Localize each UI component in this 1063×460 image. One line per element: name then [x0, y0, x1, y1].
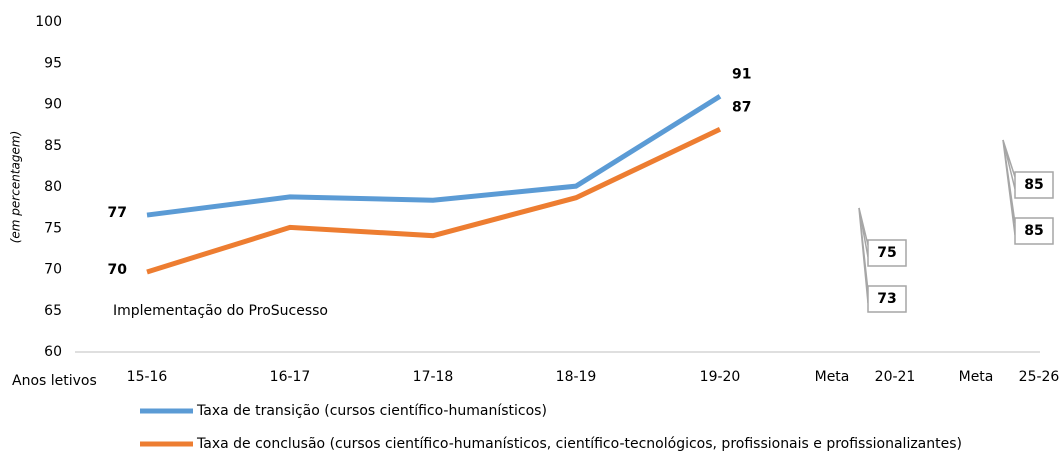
target-value: 73: [877, 291, 896, 307]
y-tick-label: 65: [44, 303, 62, 319]
value-label: 70: [108, 262, 128, 278]
y-tick-label: 75: [44, 220, 62, 236]
value-label: 87: [732, 99, 751, 115]
legend-label: Taxa de conclusão (cursos científico-hum…: [196, 436, 962, 452]
x-tick-label: 20-21: [875, 369, 916, 385]
x-tick-label: 18-19: [556, 369, 597, 385]
y-tick-label: 60: [44, 344, 62, 360]
target-box: [867, 239, 907, 267]
target-value: 85: [1024, 177, 1043, 193]
x-tick-label: 25-26: [1019, 369, 1060, 385]
target-label: Meta: [959, 369, 994, 385]
callout-pointer: [858, 207, 869, 304]
target-box: [867, 285, 907, 313]
x-tick-label: 19-20: [700, 369, 741, 385]
target-box: [1014, 217, 1054, 245]
value-label: 77: [108, 205, 127, 221]
y-tick-label: 85: [44, 138, 62, 154]
x-axis-label: Anos letivos: [12, 373, 97, 389]
series-line: [146, 94, 722, 218]
x-tick-label: 17-18: [413, 369, 454, 385]
callout-pointer: [1002, 139, 1016, 236]
legend-label: Taxa de transição (cursos científico-hum…: [196, 403, 547, 419]
y-axis-label: (em percentagem): [9, 131, 23, 244]
series-line: [146, 126, 722, 275]
value-label: 91: [732, 66, 751, 82]
target-label: Meta: [815, 369, 850, 385]
annotation: Implementação do ProSucesso: [113, 303, 328, 319]
x-tick-label: 15-16: [127, 369, 168, 385]
y-tick-label: 95: [44, 55, 62, 71]
y-tick-label: 90: [44, 97, 62, 113]
target-box: [1014, 171, 1054, 199]
y-tick-label: 80: [44, 179, 62, 195]
y-tick-label: 70: [44, 262, 62, 278]
target-value: 75: [877, 245, 896, 261]
y-tick-label: 100: [35, 14, 62, 30]
target-value: 85: [1024, 223, 1043, 239]
x-tick-label: 16-17: [270, 369, 311, 385]
